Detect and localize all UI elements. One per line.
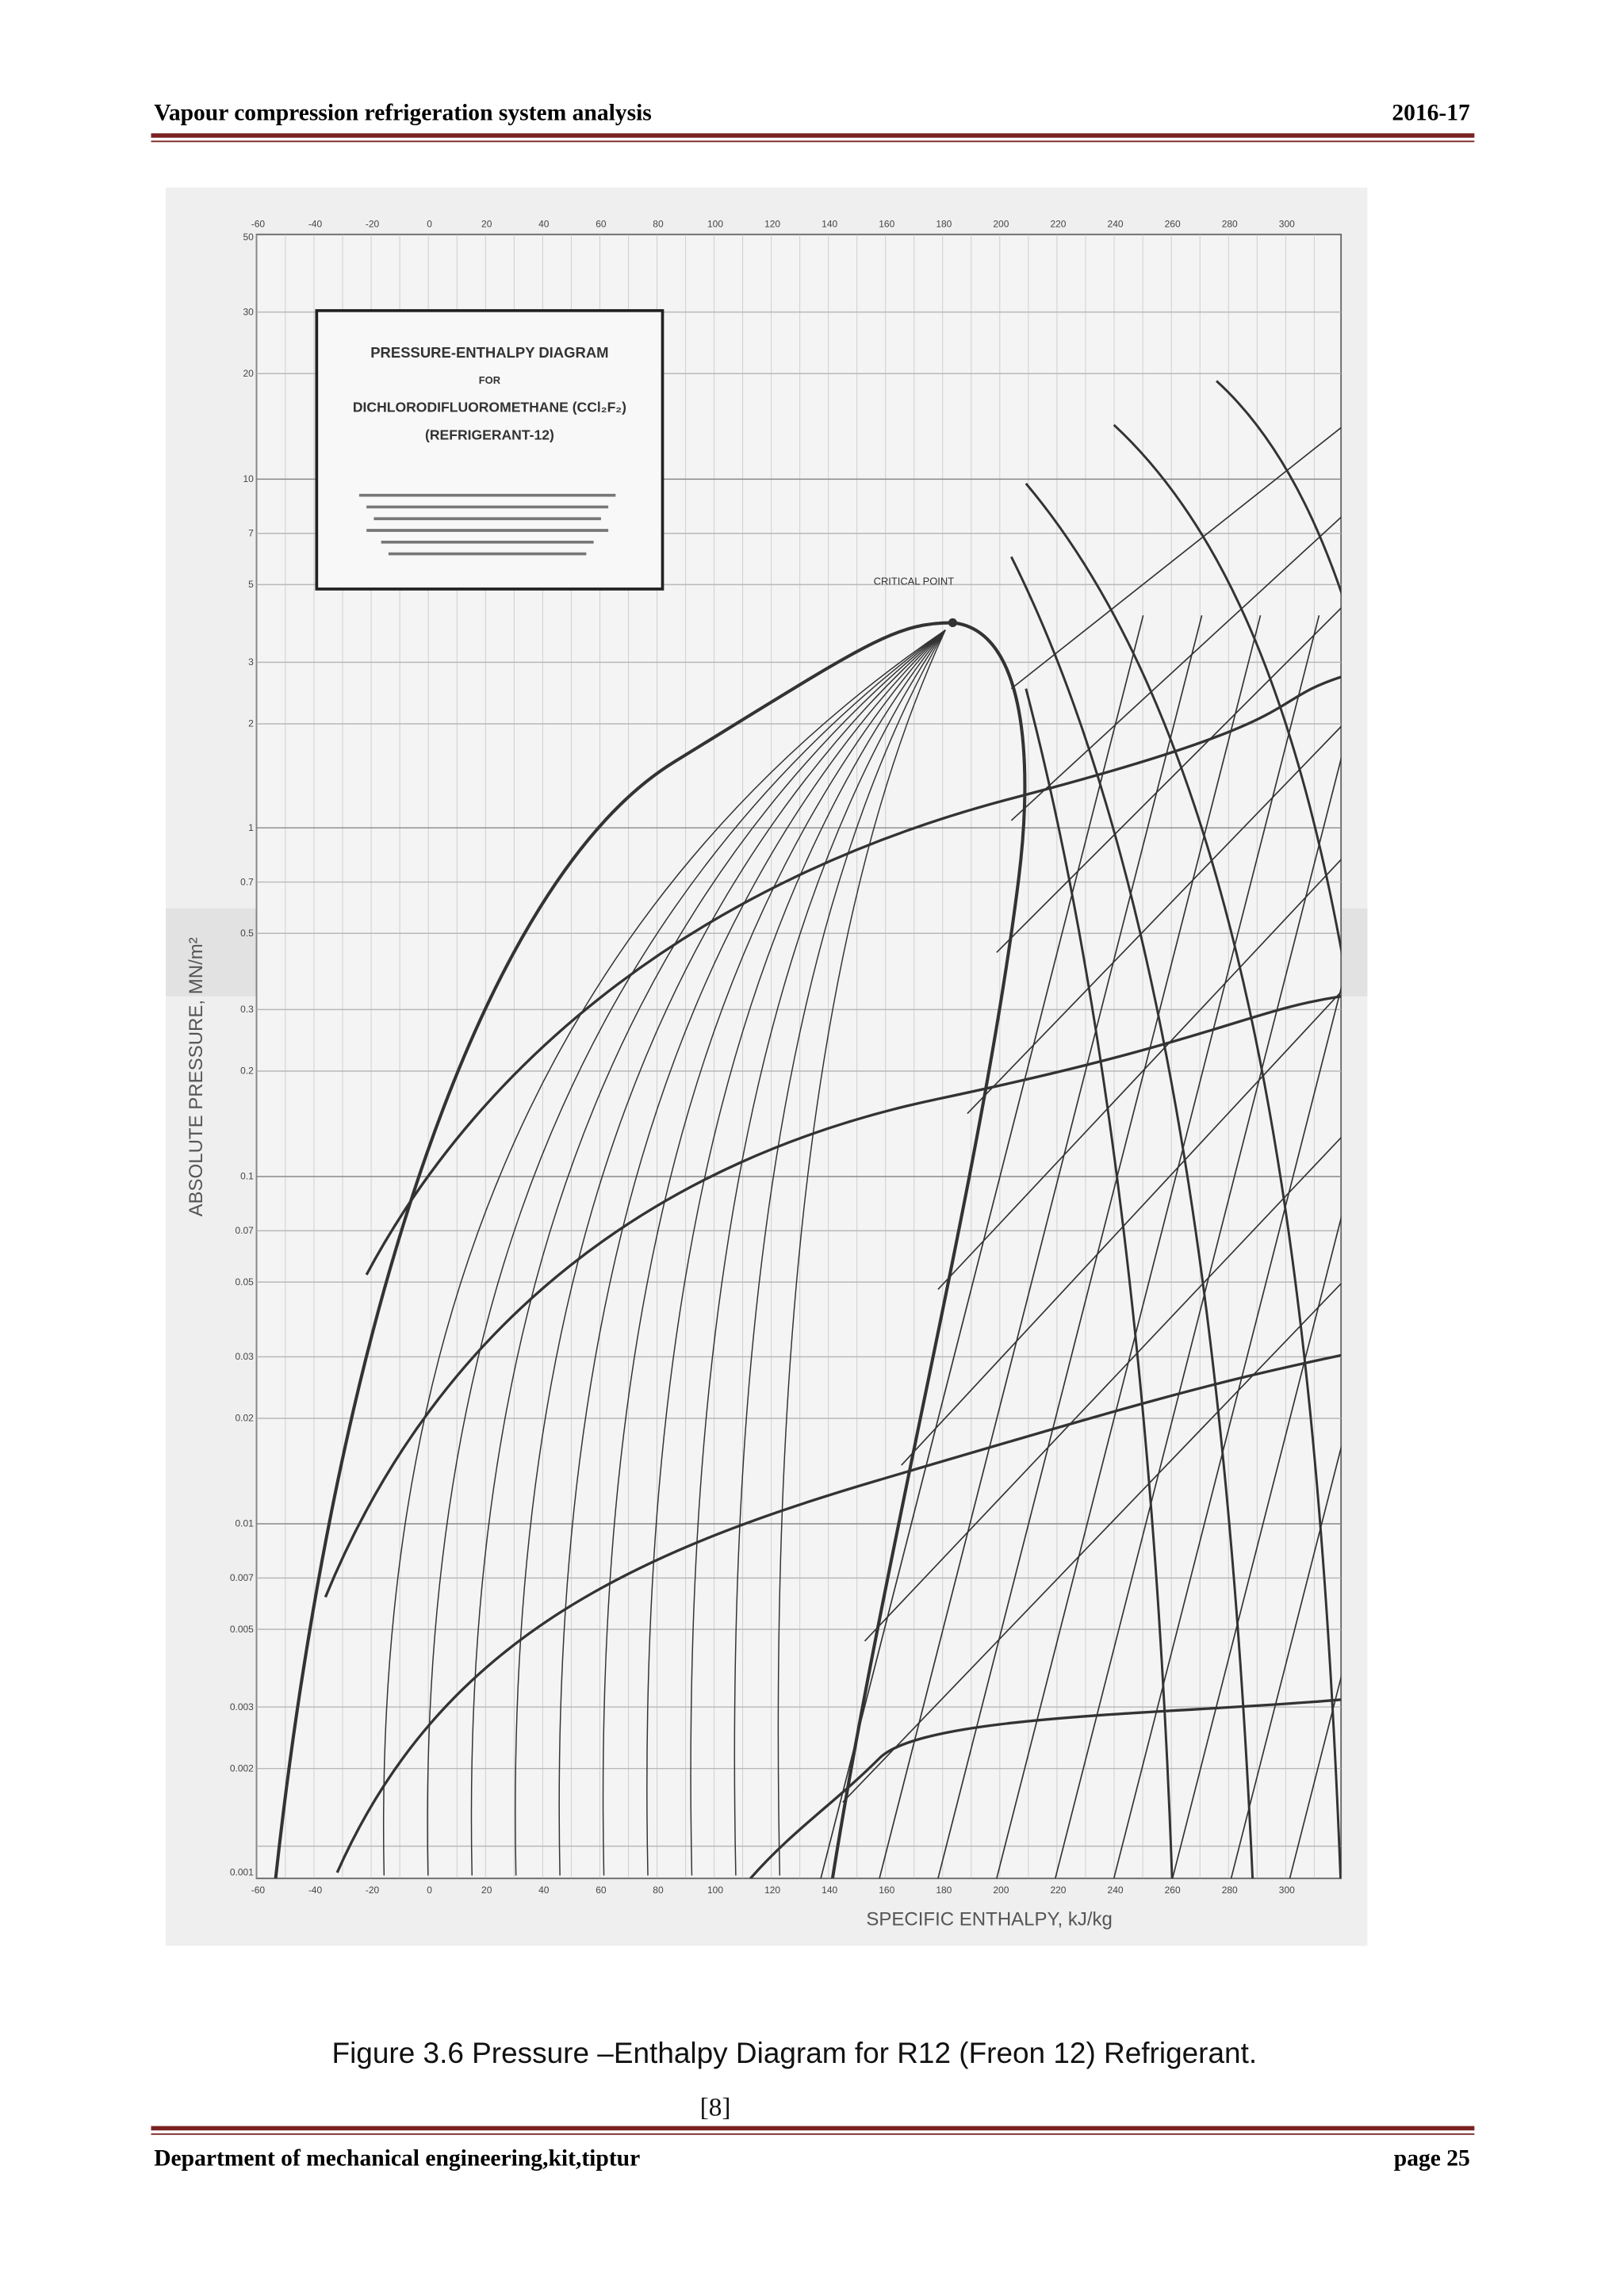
x-tick-label: 120 xyxy=(764,218,780,229)
x-tick-label: 80 xyxy=(653,1885,664,1896)
y-tick-label: 0.05 xyxy=(236,1276,255,1288)
diagram-title: DICHLORODIFLUOROMETHANE (CCl₂F₂) xyxy=(353,399,626,415)
x-tick-label: 80 xyxy=(653,218,664,229)
x-tick-label: 100 xyxy=(707,218,723,229)
x-tick-label: 180 xyxy=(936,1885,952,1896)
y-tick-label: 0.003 xyxy=(230,1701,254,1712)
x-tick-label: 180 xyxy=(936,218,952,229)
diagram-title: (REFRIGERANT-12) xyxy=(425,427,554,442)
x-tick-label: 160 xyxy=(879,218,894,229)
x-tick-label: -60 xyxy=(251,218,266,229)
header-title: Vapour compression refrigeration system … xyxy=(154,101,652,126)
y-tick-label: 0.2 xyxy=(240,1066,254,1077)
x-tick-label: 40 xyxy=(538,1885,550,1896)
x-tick-label: 160 xyxy=(879,1885,894,1896)
y-tick-label: 3 xyxy=(248,656,254,668)
y-axis-label: ABSOLUTE PRESSURE, MN/m² xyxy=(186,937,207,1216)
y-tick-label: 0.01 xyxy=(236,1518,255,1529)
annotation: CRITICAL POINT xyxy=(874,575,955,587)
x-tick-label: 140 xyxy=(822,1885,837,1896)
y-tick-label: 0.1 xyxy=(240,1171,254,1182)
x-tick-label: 300 xyxy=(1279,218,1295,229)
x-tick-label: 200 xyxy=(993,1885,1009,1896)
footer-department: Department of mechanical engineering,kit… xyxy=(154,2146,640,2172)
y-tick-label: 20 xyxy=(243,368,255,379)
x-axis-label: SPECIFIC ENTHALPY, kJ/kg xyxy=(866,1908,1113,1930)
header-rule xyxy=(151,133,1475,138)
y-tick-label: 10 xyxy=(243,473,255,484)
diagram-title: PRESSURE-ENTHALPY DIAGRAM xyxy=(370,344,608,361)
y-tick-label: 0.02 xyxy=(236,1413,255,1424)
y-tick-label: 2 xyxy=(248,718,254,729)
x-tick-label: 220 xyxy=(1050,218,1066,229)
footer-rule xyxy=(151,2126,1475,2131)
x-tick-label: 200 xyxy=(993,218,1009,229)
y-tick-label: 5 xyxy=(248,579,254,590)
y-tick-label: 0.5 xyxy=(240,928,254,939)
x-tick-label: 240 xyxy=(1108,218,1124,229)
x-tick-label: 260 xyxy=(1165,1885,1181,1896)
y-tick-label: 0.7 xyxy=(240,876,254,887)
diagram-title: FOR xyxy=(479,374,501,386)
figure-caption: Figure 3.6 Pressure –Enthalpy Diagram fo… xyxy=(332,2037,1258,2069)
figure: PRESSURE-ENTHALPY DIAGRAM FOR DICHLORODI… xyxy=(165,187,1368,1946)
x-tick-label: 0 xyxy=(427,218,432,229)
x-tick-label: 140 xyxy=(822,218,837,229)
x-tick-label: 260 xyxy=(1165,218,1181,229)
x-tick-label: 0 xyxy=(427,1885,432,1896)
y-tick-label: 0.002 xyxy=(230,1762,254,1774)
x-tick-label: 280 xyxy=(1222,1885,1238,1896)
x-tick-label: -60 xyxy=(251,1885,266,1896)
x-tick-label: 300 xyxy=(1279,1885,1295,1896)
y-tick-label: 50 xyxy=(243,232,255,243)
reference: [8] xyxy=(700,2093,731,2122)
x-tick-label: 60 xyxy=(596,1885,607,1896)
x-tick-label: 220 xyxy=(1050,1885,1066,1896)
footer-rule xyxy=(151,2133,1475,2135)
y-tick-label: 0.3 xyxy=(240,1004,254,1015)
x-tick-label: -20 xyxy=(366,218,380,229)
y-tick-label: 1 xyxy=(248,822,254,833)
header-year: 2016-17 xyxy=(1392,101,1470,126)
x-tick-label: -40 xyxy=(308,1885,323,1896)
x-tick-label: -40 xyxy=(308,218,323,229)
y-tick-label: 0.007 xyxy=(230,1572,254,1583)
y-tick-label: 0.07 xyxy=(236,1225,255,1236)
y-tick-label: 30 xyxy=(243,306,255,317)
y-tick-label: 0.001 xyxy=(230,1867,254,1878)
x-tick-label: 20 xyxy=(481,1885,492,1896)
x-tick-label: 40 xyxy=(538,218,550,229)
x-tick-label: -20 xyxy=(366,1885,380,1896)
x-tick-label: 60 xyxy=(596,218,607,229)
header-rule xyxy=(151,140,1475,143)
x-tick-label: 240 xyxy=(1108,1885,1124,1896)
x-tick-label: 100 xyxy=(707,1885,723,1896)
x-tick-label: 280 xyxy=(1222,218,1238,229)
y-tick-label: 0.03 xyxy=(236,1351,255,1362)
x-tick-label: 120 xyxy=(764,1885,780,1896)
y-tick-label: 7 xyxy=(248,527,254,538)
footer-page: page 25 xyxy=(1394,2146,1470,2172)
x-tick-label: 20 xyxy=(481,218,492,229)
y-tick-label: 0.005 xyxy=(230,1624,254,1635)
